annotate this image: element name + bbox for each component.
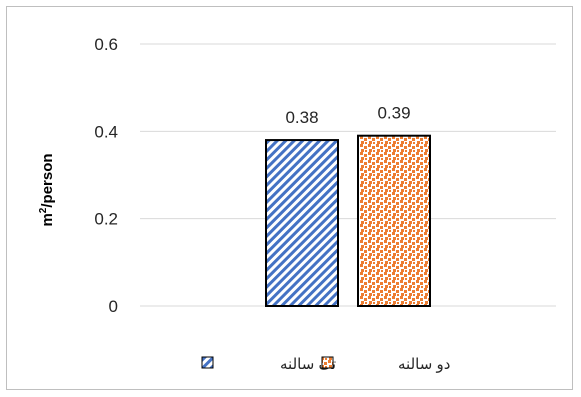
data-label-1: 0.38 [285, 108, 318, 127]
legend-entry-1: تک سالنه [201, 356, 336, 373]
legend-swatch-2 [321, 356, 334, 369]
y-tick-labels: 0 0.2 0.4 0.6 [94, 35, 118, 316]
bar-series-1 [265, 139, 339, 307]
bar-series-2 [357, 134, 431, 307]
y-tick-label: 0.6 [94, 35, 118, 54]
legend-swatch-1 [201, 356, 214, 369]
bars [265, 134, 431, 307]
legend: تک سالنه دو سالنه [201, 356, 450, 373]
data-labels: 0.38 0.39 [285, 104, 410, 127]
legend-entry-2: دو سالنه [321, 356, 450, 373]
legend-label-2: دو سالنه [398, 356, 450, 373]
y-tick-label: 0.4 [94, 122, 118, 141]
data-label-2: 0.39 [377, 104, 410, 123]
y-tick-label: 0 [109, 297, 118, 316]
y-tick-label: 0.2 [94, 210, 118, 229]
gridlines [140, 43, 556, 307]
y-axis-title: m2/person [38, 153, 56, 226]
